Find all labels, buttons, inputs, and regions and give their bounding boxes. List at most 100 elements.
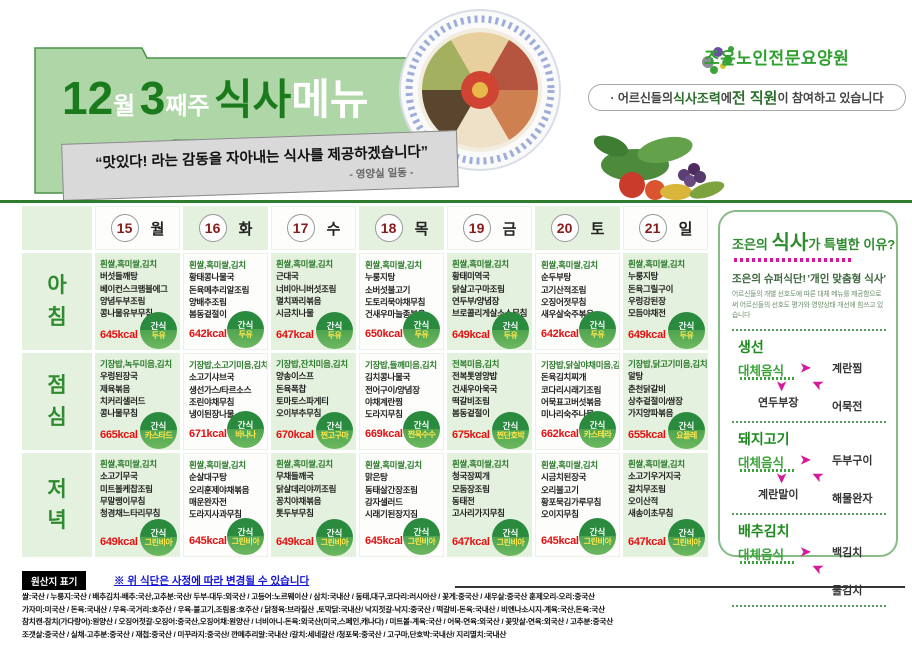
menu-line: 소버섯불고기 [365,284,411,295]
sidebar-title: 조은의 식사가 특별한 이유? [732,226,895,255]
alt-item: 계란찜 [832,362,863,375]
tagline-suffix: 이 참여하고 있습니다 [777,91,884,105]
menu-line: 콩나물유부무침 [100,308,153,319]
kcal-value: 647kcal [276,329,314,341]
menu-line: 가지양파볶음 [628,408,674,419]
menu-line-rice: 흰쌀,흑미쌀,김치 [452,459,509,469]
snack-badge: 간식 카스타드 [140,412,177,449]
origin-line: 가자미:미국산 / 돈육:국내산 / 우육-국거리:호주산 / 우육-불고기,조… [22,604,605,614]
snack-badge-item: 두유 [679,330,694,340]
menu-line-rice: 흰쌀,흑미쌀,김치 [541,260,598,270]
snack-badge-item: 그린비아 [231,536,260,546]
menu-line: 전어구이/양념장 [365,384,420,395]
snack-badge-item: 그린비아 [496,537,525,547]
snack-badge-label: 간식 [589,419,606,430]
snack-badge: 간식 그린비아 [403,518,440,555]
snack-badge: 간식 카스테라 [579,411,616,448]
snack-badge-item: 그린비아 [583,536,612,546]
org-name: 조은노인전문요양원 [704,49,850,68]
menu-line-rice: 흰쌀,흑미쌀,김치 [189,260,246,270]
snack-badge-item: 그린비아 [320,537,349,547]
footer-divider [455,586,905,588]
menu-line-rice: 흰쌀,흑미쌀,김치 [628,259,685,269]
snack-badge-item: 요플레 [676,430,697,440]
kcal-value: 645kcal [365,535,403,547]
kcal-value: 650kcal [365,328,403,340]
menu-line: 시금치된장국 [541,472,587,483]
date-circle: 18 [374,214,403,242]
row-label-1: 아 침 [22,253,92,350]
menu-line: 황태콩나물국 [189,272,235,283]
snack-badge-label: 간식 [237,526,254,537]
snack-badge-label: 간식 [150,320,167,331]
alt-food-label: 대체음식 [738,547,785,562]
snack-badge-label: 간식 [678,420,695,431]
kcal-value: 665kcal [100,429,138,441]
kcal-value: 647kcal [628,536,666,548]
snack-badge-item: 찐옥수수 [407,429,436,439]
snack-badge: 간식 두유 [140,312,177,349]
origin-text: 쌀:국산 / 누룽지:국산 / 배추김치-배추:국산,고추분:국산/ 두부-대두… [22,591,908,641]
snack-badge: 간식 두유 [403,311,440,348]
menu-line: 우렁강된장 [628,295,666,306]
menu-line: 돈육메추리알조림 [189,284,250,295]
menu-line-rice: 흰쌀,흑미쌀,김치 [365,260,422,270]
alt-item: 어묵전 [832,400,863,413]
date-circle: 15 [110,214,139,242]
day-header-20: 20 토 [535,206,620,250]
menu-line: 소고기우거지국 [628,471,681,482]
menu-line: 춘천닭갈비 [628,383,666,394]
menu-line-rice: 기장밥,닭살야채미음,김치 [541,360,620,370]
menu-line: 무채들깨국 [276,471,314,482]
menu-line: 소고기무국 [100,471,138,482]
day-of-week: 일 [678,220,693,238]
menu-line: 너비아니버섯조림 [276,283,337,294]
title-month: 12 [62,72,114,124]
menu-cell: 흰쌀,흑미쌀,김치 근대국 너비아니버섯조림 멸치꽈리볶음 시금치나물 647kcal 간식… [271,253,356,350]
menu-cell: 흰쌀,흑미쌀,김치 순살대구탕 오리훈제야채볶음 매운완자전 도라지사과무침 645kca… [183,453,268,557]
title-week-unit: 째주 [165,93,210,120]
day-of-week: 토 [590,220,605,238]
menu-line-rice: 흰쌀,흑미쌀,김치 [100,459,157,469]
menu-line: 떡갈비조림 [452,395,490,406]
menu-line: 고기산적조림 [541,284,587,295]
menu-line: 황태미역국 [452,271,490,282]
menu-cell: 흰쌀,흑미쌀,김치 맑은탕 동태살간장조림 감자샐러드 시래기된장지짐 645kcal 간식… [359,453,444,557]
kcal-value: 649kcal [100,536,138,548]
kcal-value: 649kcal [276,536,314,548]
alt-food-label: 대체음식 [738,363,785,378]
sidebar-description: 어르신들의 개별 선호도에 따른 대체 메뉴를 제공함으로써 어르신들의 선호도… [732,291,884,320]
menu-line-rice: 기장밥,닭고기미음,김치 [628,359,708,369]
sidebar-title-pre: 조은의 [732,237,772,252]
origin-line: 참치캔-참치(가다랑어):원양산 / 오징어젓갈-오징어:중국산,오징어채:원양… [22,617,613,627]
menu-line: 맑은탕 [365,472,388,483]
snack-badge-label: 간식 [502,420,519,431]
menu-line: 닭살고구마조림 [452,283,505,294]
date-circle: 21 [638,214,667,242]
menu-line: 버섯들깨탕 [100,271,138,282]
menu-cell: 흰쌀,흑미쌀,김치 시금치된장국 오리불고기 황포묵김가루무침 오이지무침 645kcal… [535,453,620,557]
menu-line-rice: 흰쌀,흑미쌀,김치 [541,460,598,470]
snack-badge-label: 간식 [502,320,519,331]
menu-line: 봄동겉절이 [452,408,490,419]
menu-line: 김치콩나물국 [365,372,411,383]
date-circle: 20 [550,214,579,242]
kcal-value: 670kcal [276,429,314,441]
arrow-down-icon: ➤ [774,380,790,392]
menu-cell: 기장밥,녹두미음,김치 우렁된장국 제육볶음 치커리샐러드 콩나물무침 665kcal 간식… [95,353,180,450]
section-body: 대체음식 ➤ 계란찜 ➤ ➤ 연두부장 어묵전 [732,358,886,414]
snack-badge-item: 찐고구마 [320,430,349,440]
menu-line: 도라지사과무침 [189,509,242,520]
row-label-2: 점 심 [22,353,92,450]
menu-line: 순살대구탕 [189,472,227,483]
vegetables-image [593,135,725,200]
menu-line-rice: 기장밥,들깨미음,김치 [365,360,437,370]
menu-line: 모둠장조림 [452,483,490,494]
header-divider [0,200,912,203]
menu-line: 닭살데리야끼조림 [276,483,337,494]
kcal-value: 671kcal [189,428,227,440]
snack-badge: 간식 두유 [316,312,353,349]
food-plate-image [399,9,561,171]
menu-cell: 흰쌀,흑미쌀,김치 순두부탕 고기산적조림 오징어젓무침 새우살숙주볶음 642kcal 간… [535,253,620,350]
day-of-week: 화 [238,220,253,238]
